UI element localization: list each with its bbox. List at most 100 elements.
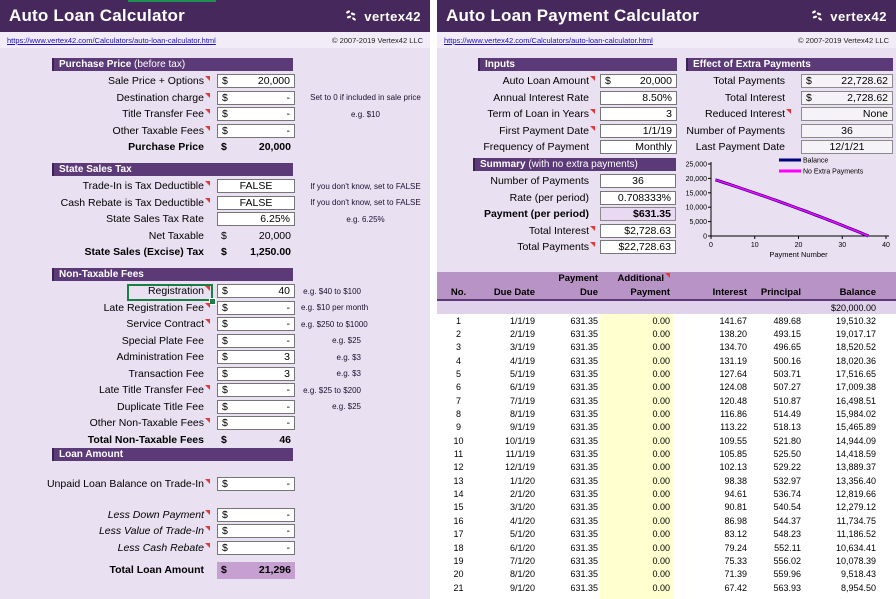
field-row: Registration $40 e.g. $40 to $100 bbox=[0, 283, 430, 306]
field-label[interactable]: Registration bbox=[0, 284, 216, 306]
table-row: 8 8/1/19 631.35 0.00 116.86 514.49 15,984.02 bbox=[437, 407, 896, 421]
cell-additional-payment[interactable]: 0.00 bbox=[600, 407, 674, 421]
cell-additional-payment[interactable]: 0.00 bbox=[600, 540, 674, 555]
cell-additional-payment[interactable]: 0.00 bbox=[600, 327, 674, 341]
input-cell[interactable]: 36 bbox=[600, 174, 676, 189]
input-cell[interactable]: $ - bbox=[217, 317, 295, 332]
vertex42-logo: vertex42 bbox=[344, 9, 421, 24]
cell-additional-payment[interactable]: 0.00 bbox=[600, 580, 674, 595]
cell-additional-payment[interactable]: 0.00 bbox=[600, 567, 674, 581]
copyright-text: © 2007-2019 Vertex42 LLC bbox=[797, 35, 889, 45]
cell-additional-payment[interactable]: 0.00 bbox=[600, 500, 674, 515]
cell-balance: 12,819.66 bbox=[835, 489, 876, 500]
comment-marker bbox=[205, 479, 210, 485]
cell-additional-payment[interactable]: 0.00 bbox=[600, 380, 674, 395]
field-label: Other Non-Taxable Fees bbox=[0, 417, 210, 429]
input-cell[interactable]: $ - bbox=[217, 524, 295, 539]
additional-payment-empty-cell[interactable] bbox=[600, 594, 674, 599]
vertex42-leaf-icon bbox=[812, 10, 823, 21]
comment-marker bbox=[205, 542, 210, 548]
comment-marker bbox=[205, 526, 210, 532]
section-header: Loan Amount bbox=[52, 448, 293, 461]
input-cell[interactable]: $ - bbox=[217, 107, 295, 122]
cell-additional-payment[interactable]: 0.00 bbox=[600, 460, 674, 475]
cell-balance: 8,954.50 bbox=[840, 582, 876, 593]
input-cell[interactable]: $3 bbox=[217, 350, 295, 365]
input-cell[interactable]: 3 bbox=[600, 107, 677, 122]
cell-additional-payment[interactable]: 0.00 bbox=[600, 314, 674, 328]
cell-additional-payment[interactable]: 0.00 bbox=[600, 367, 674, 381]
field-label: Total Payments bbox=[437, 241, 595, 253]
comment-marker bbox=[205, 125, 210, 131]
field-label: Trade-In is Tax Deductible bbox=[0, 180, 210, 192]
input-cell[interactable]: $ - bbox=[217, 300, 295, 315]
input-cell[interactable]: $ - bbox=[217, 333, 295, 348]
input-cell[interactable]: $2,728.63 bbox=[600, 223, 676, 238]
cell-additional-payment[interactable]: 0.00 bbox=[600, 514, 674, 528]
hint-text: e.g. $3 bbox=[336, 352, 361, 362]
cell-additional-payment[interactable]: 0.00 bbox=[600, 447, 674, 461]
cell-interest: 90.81 bbox=[724, 502, 747, 513]
cell-payment-due: 631.35 bbox=[570, 582, 598, 593]
input-cell[interactable]: 6.25% bbox=[217, 212, 295, 227]
input-cell[interactable]: 0.708333% bbox=[600, 190, 676, 205]
cell-additional-payment[interactable]: 0.00 bbox=[600, 487, 674, 501]
cell-additional-payment[interactable]: 0.00 bbox=[600, 354, 674, 368]
cell-additional-payment[interactable]: 0.00 bbox=[600, 527, 674, 541]
y-tick-label: 15,000 bbox=[686, 190, 708, 197]
field-label: State Sales (Excise) Tax bbox=[84, 246, 204, 259]
input-cell[interactable]: $ - bbox=[217, 123, 295, 138]
cell-payment-due: 631.35 bbox=[570, 515, 598, 526]
cell-additional-payment[interactable]: 0.00 bbox=[600, 394, 674, 408]
col-header-balance: Balance bbox=[839, 286, 876, 298]
cell-balance: 19,510.32 bbox=[835, 315, 876, 326]
cell-additional-payment[interactable]: 0.00 bbox=[600, 474, 674, 488]
input-cell[interactable]: $ - bbox=[217, 416, 295, 431]
field-row: Total Payments $22,728.62 bbox=[686, 73, 896, 90]
input-cell[interactable]: 1/1/19 bbox=[600, 123, 677, 138]
website-link[interactable]: https://www.vertex42.com/Calculators/aut… bbox=[7, 35, 216, 45]
input-cell[interactable]: $20,000 bbox=[600, 74, 677, 89]
website-link[interactable]: https://www.vertex42.com/Calculators/aut… bbox=[444, 35, 653, 45]
y-tick-label: 0 bbox=[703, 234, 707, 241]
table-row: 6 6/1/19 631.35 0.00 124.08 507.27 17,009.38 bbox=[437, 380, 896, 395]
input-cell[interactable]: $ - bbox=[217, 477, 295, 492]
cell-additional-payment[interactable]: 0.00 bbox=[600, 340, 674, 355]
cell-balance: 11,734.75 bbox=[836, 515, 876, 526]
cell-no: 17 bbox=[453, 529, 464, 540]
cell-balance: 10,634.41 bbox=[835, 542, 876, 553]
input-cell[interactable]: $3 bbox=[217, 366, 295, 381]
cell-interest: 83.12 bbox=[724, 529, 747, 540]
input-cell[interactable]: $20,000 bbox=[217, 74, 295, 89]
comment-marker bbox=[205, 302, 210, 308]
table-row: 3 3/1/19 631.35 0.00 134.70 496.65 18,520.52 bbox=[437, 340, 896, 355]
selection-handle[interactable] bbox=[209, 298, 216, 306]
left-body: Purchase Price (before tax) Sale Price +… bbox=[0, 48, 430, 599]
input-cell[interactable]: $ - bbox=[217, 540, 295, 555]
field-label: Net Taxable bbox=[148, 229, 204, 242]
input-cell[interactable]: $ - bbox=[217, 90, 295, 105]
right-body: Inputs Auto Loan Amount $20,000 Annual Int… bbox=[437, 48, 896, 599]
section-header: Effect of Extra Payments bbox=[686, 58, 893, 71]
input-cell[interactable]: $ - bbox=[217, 383, 295, 398]
comment-marker bbox=[205, 181, 210, 187]
field-row: Reduced Interest None bbox=[686, 106, 896, 123]
input-cell[interactable]: $40 bbox=[217, 284, 295, 299]
cell-due-date: 12/1/19 bbox=[504, 462, 535, 473]
y-tick-label: 10,000 bbox=[686, 205, 708, 212]
section-effect-of-extra-payments: Effect of Extra Payments Total Payments $… bbox=[686, 58, 896, 156]
field-row: Less Cash Rebate $ - bbox=[0, 540, 430, 557]
cell-interest: 75.33 bbox=[724, 555, 747, 566]
input-cell[interactable]: FALSE bbox=[217, 179, 295, 194]
input-cell[interactable]: $ - bbox=[217, 399, 295, 414]
cell-additional-payment[interactable]: 0.00 bbox=[600, 554, 674, 568]
balance-chart[interactable]: 0 5,000 10,000 15,000 20,000 25,000 0 10 20 30 40 P… bbox=[683, 152, 893, 265]
input-cell[interactable]: Monthly bbox=[600, 140, 677, 155]
cell-additional-payment[interactable]: 0.00 bbox=[600, 434, 674, 448]
input-cell[interactable]: $ - bbox=[217, 507, 295, 522]
input-cell[interactable]: 8.50% bbox=[600, 90, 677, 105]
cell-additional-payment[interactable]: 0.00 bbox=[600, 420, 674, 435]
cell-principal: 514.49 bbox=[773, 409, 801, 420]
input-cell[interactable]: $22,728.63 bbox=[600, 240, 676, 255]
input-cell[interactable]: FALSE bbox=[217, 195, 295, 210]
